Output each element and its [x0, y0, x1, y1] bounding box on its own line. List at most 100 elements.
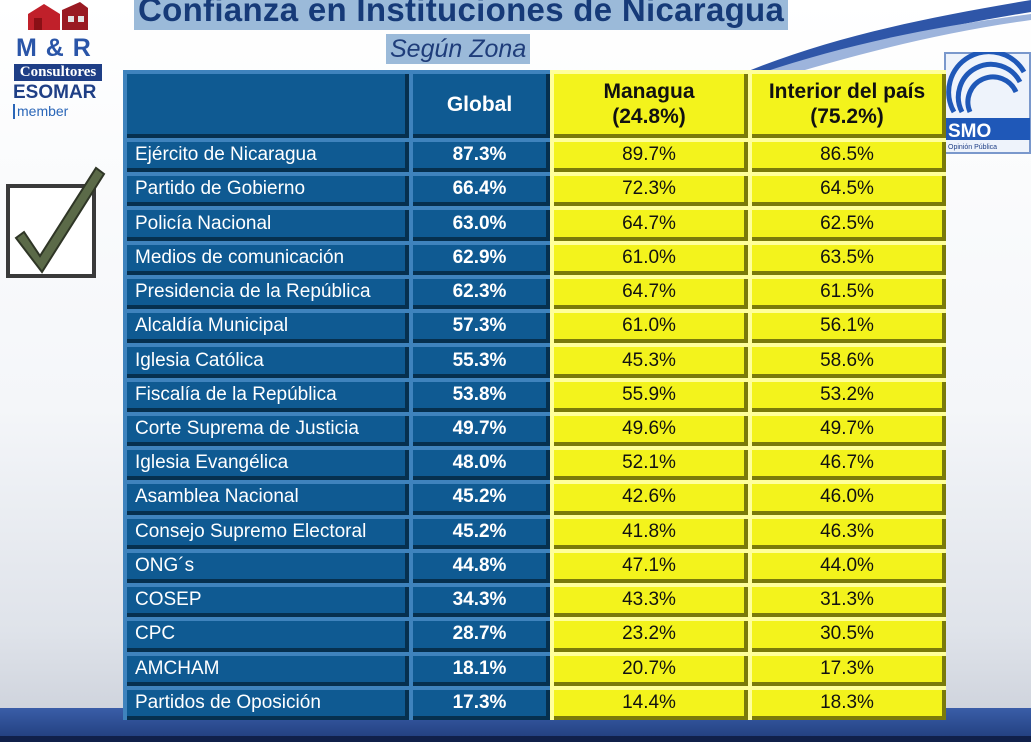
table-row: Presidencia de la República 62.3% 64.7% 61.… [123, 274, 946, 310]
global-value-cell: 62.9% [409, 240, 550, 275]
table-row: Partido de Gobierno 66.4% 72.3% 64.5% [123, 172, 946, 207]
interior-value-cell: 46.0% [748, 480, 946, 515]
managua-value-cell: 14.4% [550, 685, 748, 720]
institution-cell: Partidos de Oposición [123, 685, 409, 720]
managua-value-cell: 55.9% [550, 377, 748, 412]
header-managua-share: (24.8%) [612, 105, 686, 128]
institution-cell: Consejo Supremo Electoral [123, 514, 409, 549]
checkmark-icon [6, 166, 106, 278]
global-value-cell: 63.0% [409, 206, 550, 241]
managua-value-cell: 52.1% [550, 446, 748, 481]
managua-value-cell: 42.6% [550, 480, 748, 515]
interior-value-cell: 49.7% [748, 411, 946, 447]
managua-value-cell: 64.7% [550, 274, 748, 310]
footer-strip [0, 736, 1031, 742]
global-value-cell: 28.7% [409, 617, 550, 652]
house-logo-icon [28, 2, 88, 30]
header-interior-label: Interior del país [768, 80, 926, 103]
header-global: Global [409, 70, 550, 138]
interior-value-cell: 56.1% [748, 309, 946, 344]
global-value-cell: 44.8% [409, 548, 550, 584]
interior-value-cell: 30.5% [748, 617, 946, 652]
managua-value-cell: 41.8% [550, 514, 748, 549]
interior-value-cell: 31.3% [748, 583, 946, 618]
institution-cell: Presidencia de la República [123, 274, 409, 310]
interior-value-cell: 53.2% [748, 377, 946, 412]
table-row: Alcaldía Municipal 57.3% 61.0% 56.1% [123, 309, 946, 344]
interior-value-cell: 18.3% [748, 685, 946, 720]
table-row: Consejo Supremo Electoral 45.2% 41.8% 46.3% [123, 514, 946, 549]
global-value-cell: 45.2% [409, 480, 550, 515]
institution-cell: AMCHAM [123, 651, 409, 686]
header-interior-share: (75.2%) [810, 105, 884, 128]
institution-cell: Ejército de Nicaragua [123, 138, 409, 173]
header-interior: Interior del país (75.2%) [748, 70, 946, 138]
data-table-container: Global Managua (24.8%) Interior del país… [123, 70, 946, 720]
global-value-cell: 62.3% [409, 274, 550, 310]
global-value-cell: 17.3% [409, 685, 550, 720]
institutions-table: Global Managua (24.8%) Interior del país… [123, 70, 946, 720]
table-row: COSEP 34.3% 43.3% 31.3% [123, 583, 946, 618]
managua-value-cell: 61.0% [550, 240, 748, 275]
institution-cell: CPC [123, 617, 409, 652]
managua-value-cell: 89.7% [550, 138, 748, 173]
logo-right-text: SMO [948, 121, 991, 142]
interior-value-cell: 86.5% [748, 138, 946, 173]
table-row: Iglesia Católica 55.3% 45.3% 58.6% [123, 343, 946, 378]
table-row: AMCHAM 18.1% 20.7% 17.3% [123, 651, 946, 686]
institution-cell: Alcaldía Municipal [123, 309, 409, 344]
global-value-cell: 66.4% [409, 172, 550, 207]
logo-consultores-text: Consultores [14, 64, 102, 81]
managua-value-cell: 43.3% [550, 583, 748, 618]
interior-value-cell: 62.5% [748, 206, 946, 241]
logo-member-text: member [13, 104, 68, 119]
table-body: Ejército de Nicaragua 87.3% 89.7% 86.5% Part… [123, 138, 946, 720]
interior-value-cell: 46.7% [748, 446, 946, 481]
managua-value-cell: 64.7% [550, 206, 748, 241]
interior-value-cell: 17.3% [748, 651, 946, 686]
managua-value-cell: 49.6% [550, 411, 748, 447]
institution-cell: COSEP [123, 583, 409, 618]
table-row: Policía Nacional 63.0% 64.7% 62.5% [123, 206, 946, 241]
managua-value-cell: 47.1% [550, 548, 748, 584]
managua-value-cell: 45.3% [550, 343, 748, 378]
global-value-cell: 55.3% [409, 343, 550, 378]
managua-value-cell: 61.0% [550, 309, 748, 344]
interior-value-cell: 46.3% [748, 514, 946, 549]
table-row: Iglesia Evangélica 48.0% 52.1% 46.7% [123, 446, 946, 481]
institution-cell: Iglesia Evangélica [123, 446, 409, 481]
interior-value-cell: 58.6% [748, 343, 946, 378]
institution-cell: Fiscalía de la República [123, 377, 409, 412]
table-row: Asamblea Nacional 45.2% 42.6% 46.0% [123, 480, 946, 515]
logo-mr-text: M & R [16, 34, 92, 62]
institution-cell: Partido de Gobierno [123, 172, 409, 207]
global-value-cell: 49.7% [409, 411, 550, 447]
table-row: CPC 28.7% 23.2% 30.5% [123, 617, 946, 652]
table-row: ONG´s 44.8% 47.1% 44.0% [123, 548, 946, 584]
institution-cell: Corte Suprema de Justicia [123, 411, 409, 447]
global-value-cell: 18.1% [409, 651, 550, 686]
institution-cell: ONG´s [123, 548, 409, 584]
institution-cell: Iglesia Católica [123, 343, 409, 378]
institution-cell: Policía Nacional [123, 206, 409, 241]
header-managua: Managua (24.8%) [550, 70, 748, 138]
table-row: Medios de comunicación 62.9% 61.0% 63.5% [123, 240, 946, 275]
table-row: Ejército de Nicaragua 87.3% 89.7% 86.5% [123, 138, 946, 173]
logo-right-small-text: Opinión Pública [948, 144, 997, 151]
logo-esomar-text: ESOMAR [13, 82, 97, 103]
managua-value-cell: 23.2% [550, 617, 748, 652]
managua-value-cell: 20.7% [550, 651, 748, 686]
interior-value-cell: 61.5% [748, 274, 946, 310]
institution-cell: Medios de comunicación [123, 240, 409, 275]
table-row: Fiscalía de la República 53.8% 55.9% 53.2% [123, 377, 946, 412]
global-value-cell: 53.8% [409, 377, 550, 412]
institution-cell: Asamblea Nacional [123, 480, 409, 515]
global-value-cell: 34.3% [409, 583, 550, 618]
global-value-cell: 57.3% [409, 309, 550, 344]
header-blank-cell [123, 70, 409, 138]
interior-value-cell: 44.0% [748, 548, 946, 584]
global-value-cell: 48.0% [409, 446, 550, 481]
header-managua-label: Managua [603, 80, 695, 103]
background-swoosh [731, 0, 1031, 80]
mr-consultores-logo: M & R Consultores ESOMAR member [8, 0, 106, 124]
